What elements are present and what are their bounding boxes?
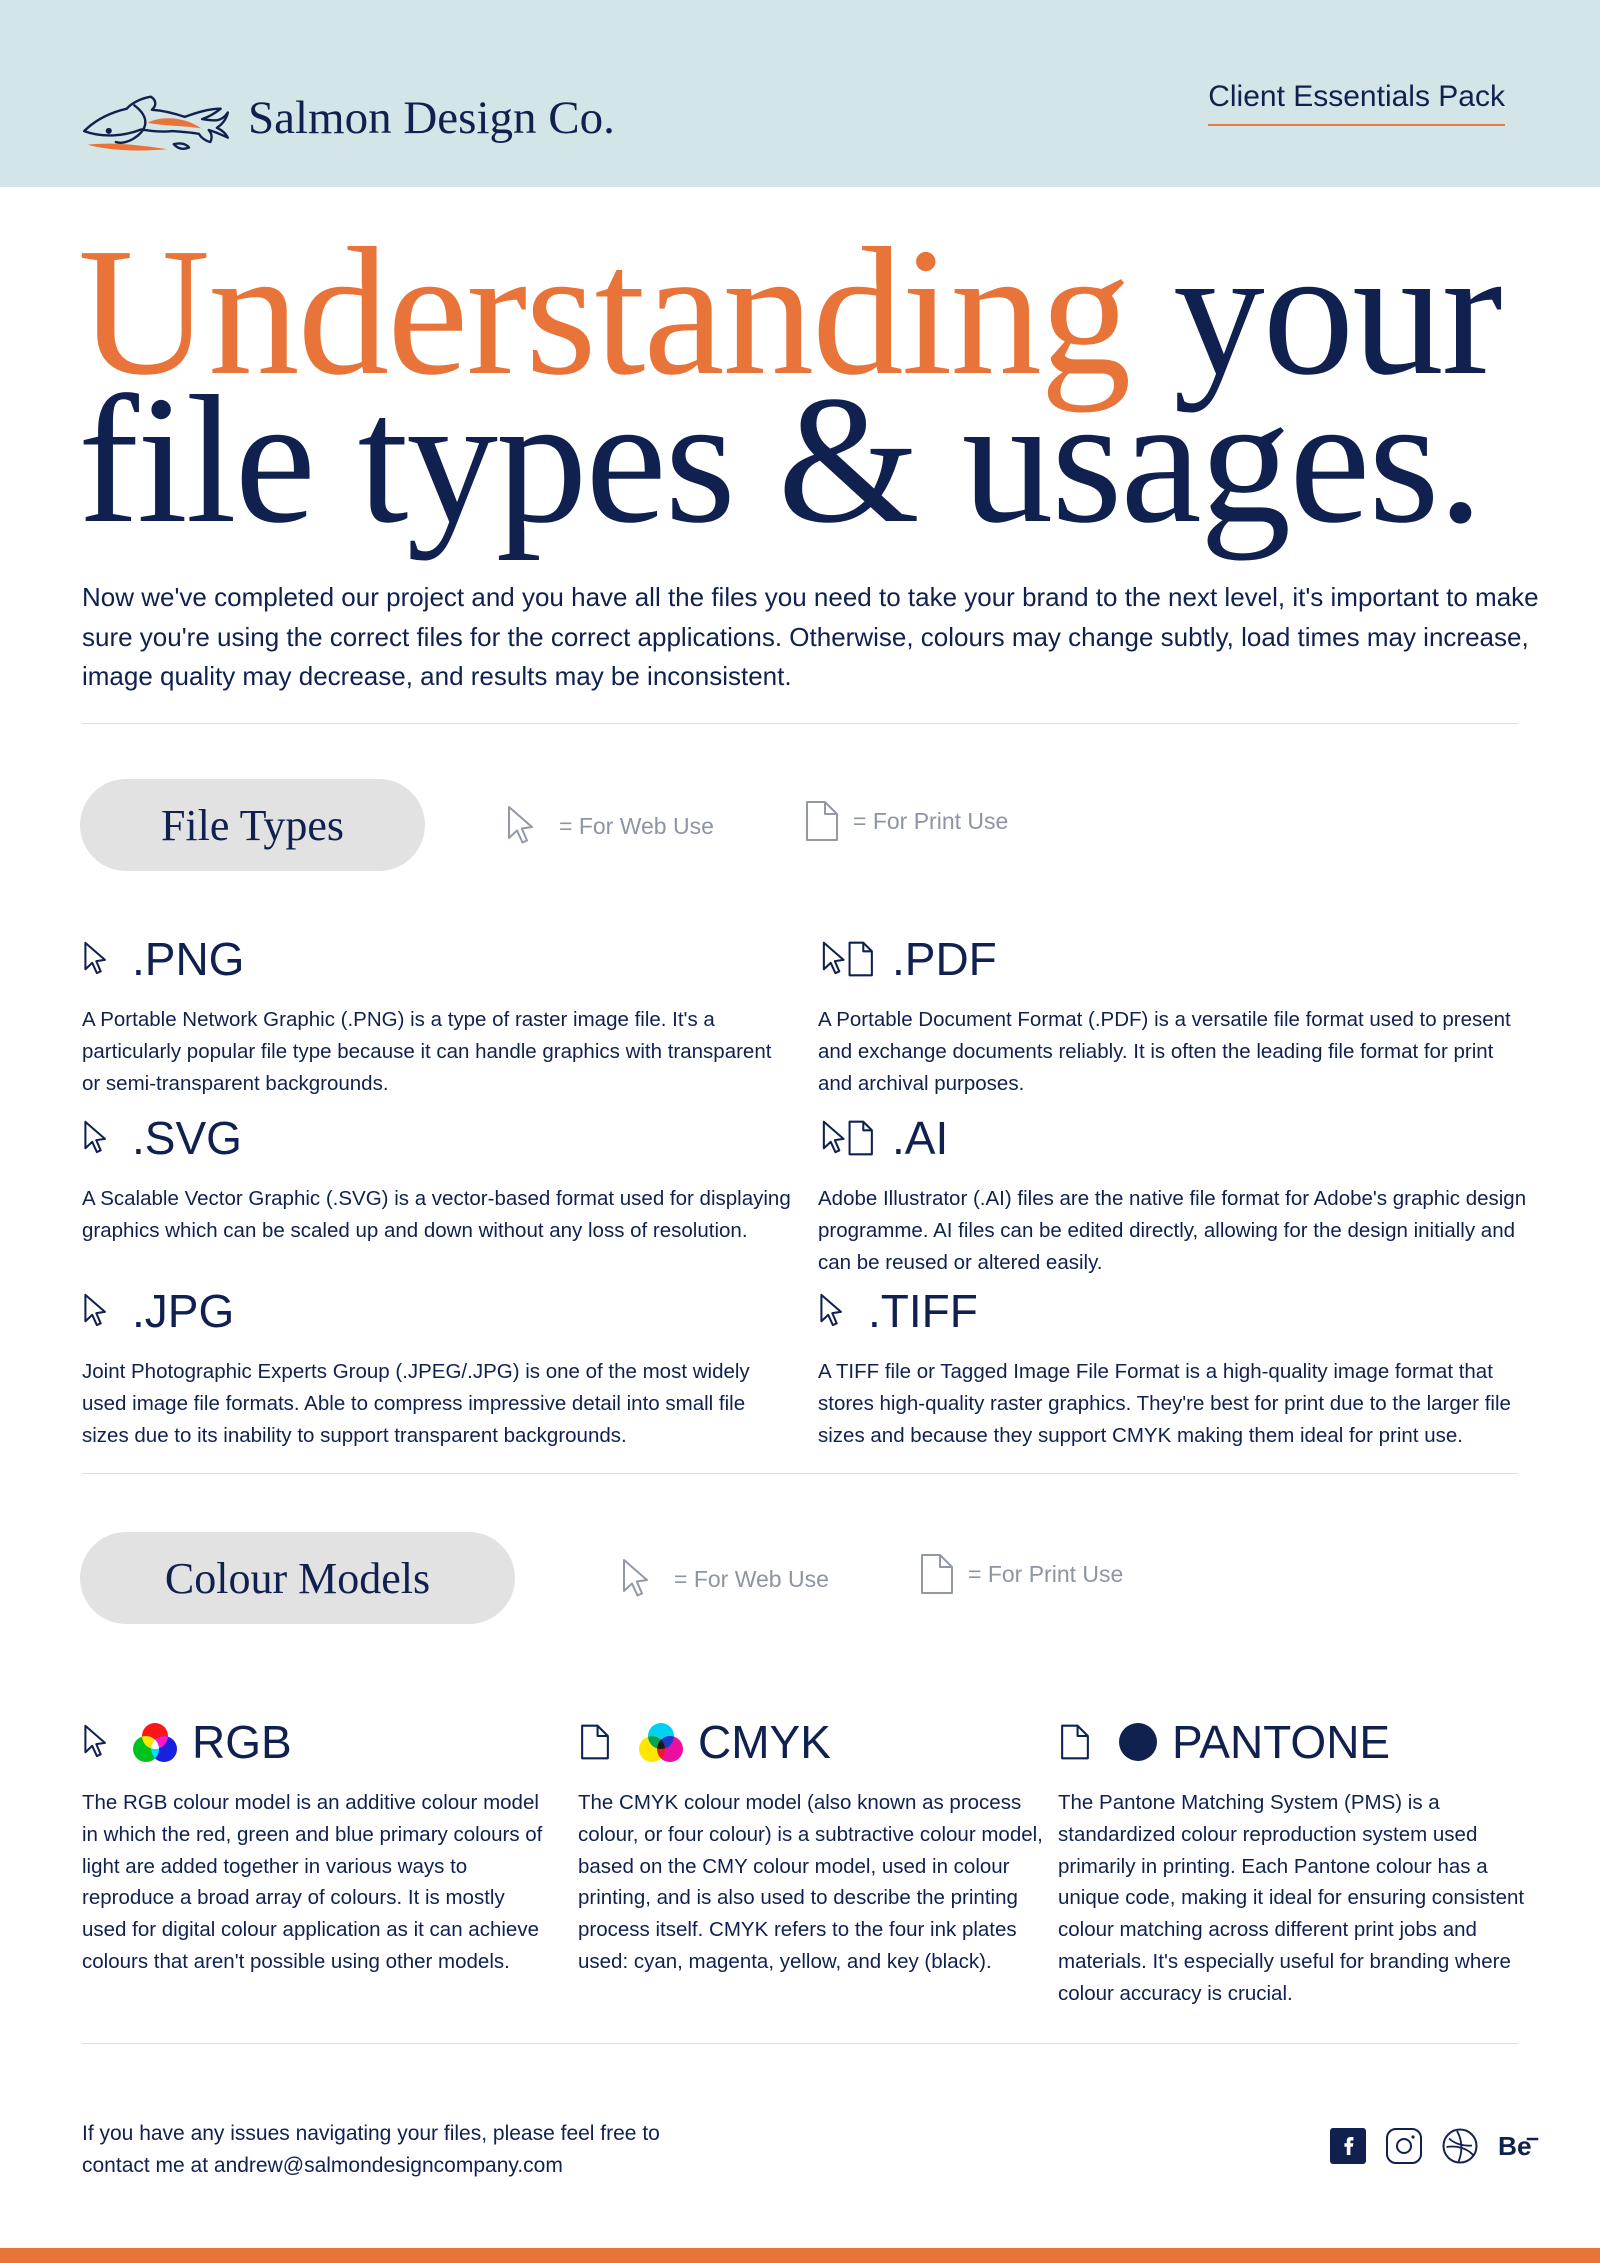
svg-text:Be: Be: [1498, 2131, 1532, 2161]
